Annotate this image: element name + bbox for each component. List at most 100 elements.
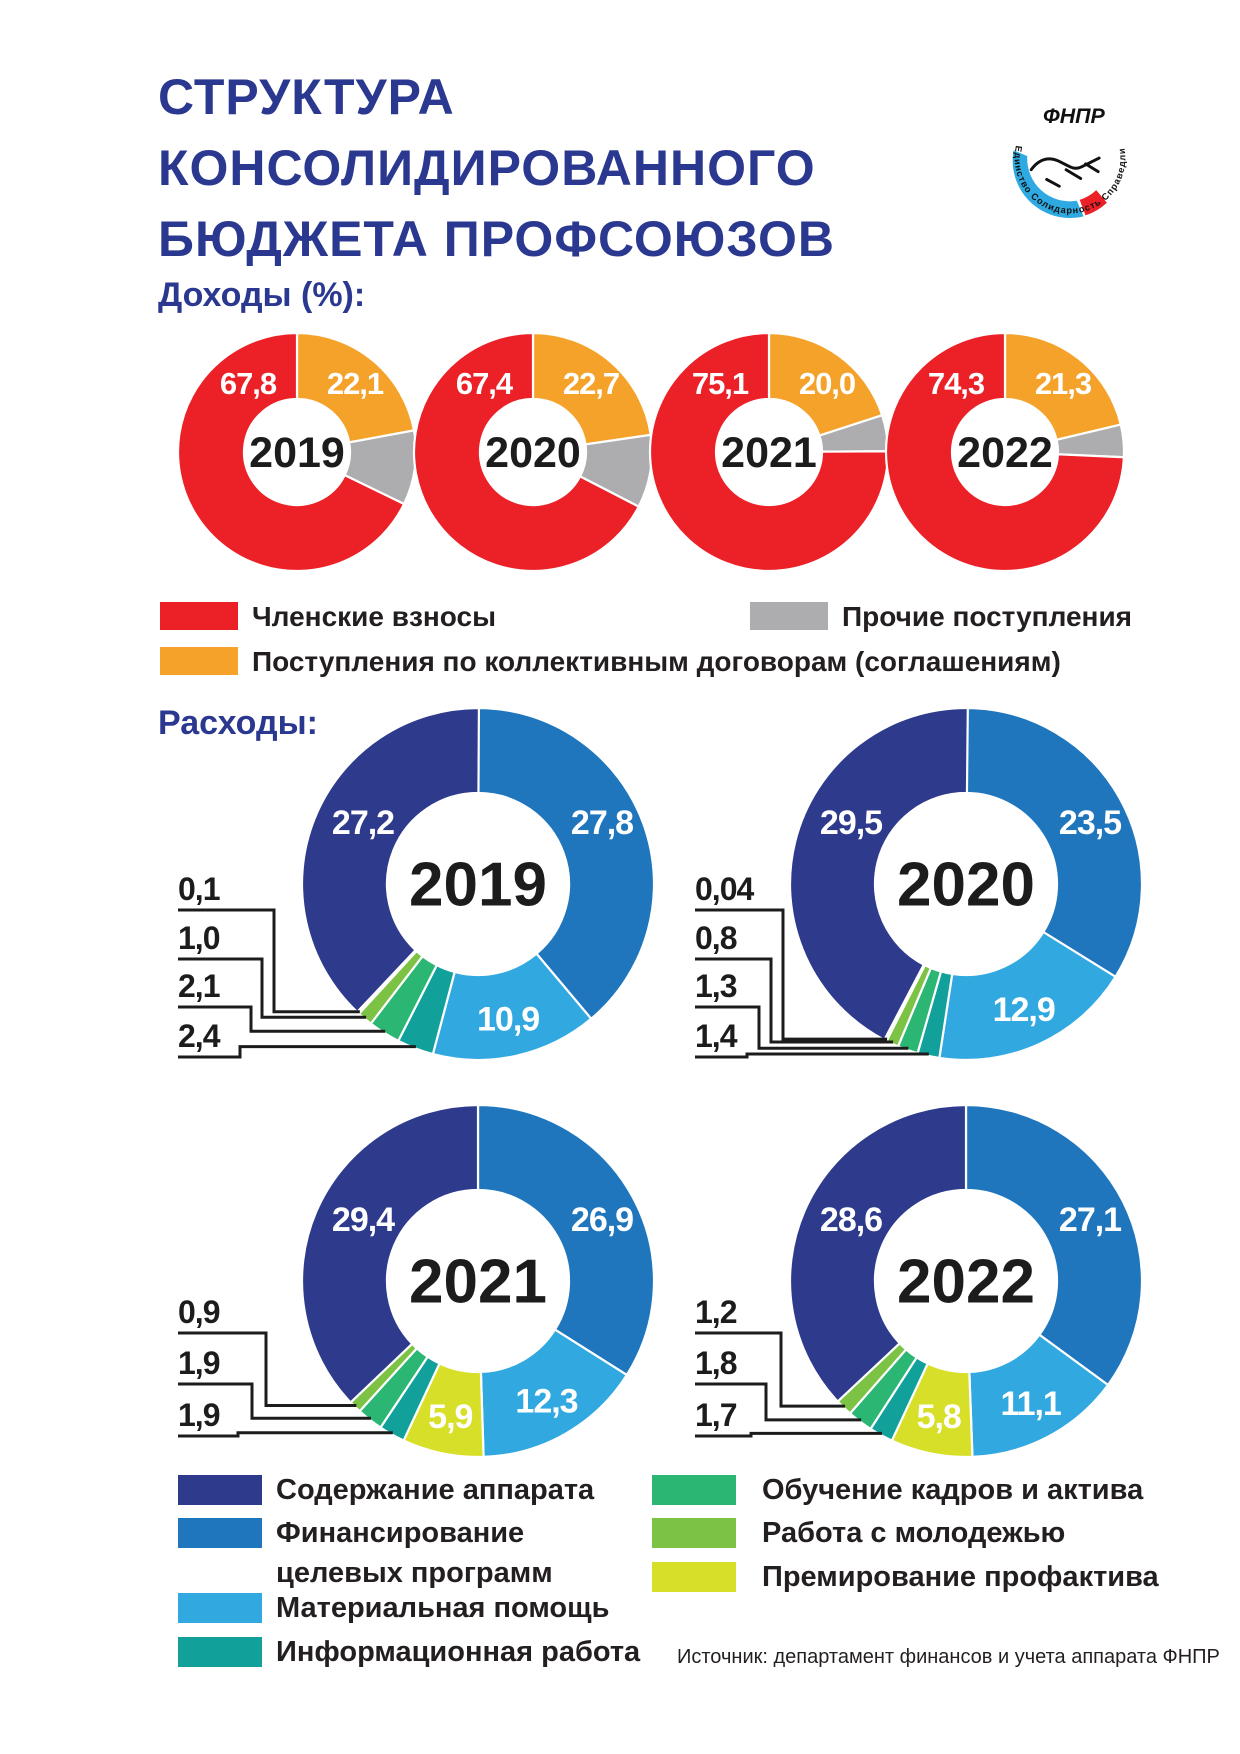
legend-label: Премирование профактива [762, 1561, 1159, 1593]
legend-item-other-income: Прочие поступления [750, 602, 1132, 632]
legend-label: Прочие поступления [842, 601, 1133, 632]
donut-slice-red [412, 331, 641, 573]
logo-swoosh-red-icon [1079, 190, 1107, 216]
legend-swatch-yellow [652, 1562, 736, 1592]
logo-swoosh-blue-icon [1012, 150, 1084, 218]
page-title-line1: СТРУКТУРА [158, 69, 455, 125]
slice-value-label: 27,8 [571, 804, 633, 842]
income-donut-2020: 22,7 67,4 2020 [412, 331, 654, 573]
year-label: 2020 [897, 851, 1035, 920]
legend-label-line1: Финансирование [276, 1517, 525, 1549]
year-label: 2022 [897, 1248, 1035, 1317]
donut-slice-orange [531, 331, 653, 446]
expense-donut-2022: 27,1 11,1 5,8 28,6 2022 1,2 1,8 1,7 [695, 1103, 1144, 1459]
slice-value-label: 22,1 [327, 366, 384, 401]
slice-value-label: 5,8 [917, 1398, 961, 1436]
legend-item-collective-agreements: Поступления по коллективным договорам (с… [160, 647, 1061, 677]
legend-swatch-teal [178, 1637, 262, 1667]
legend-label: Материальная помощь [276, 1592, 610, 1624]
legend-swatch-blue [178, 1518, 262, 1548]
legend-item-activist-bonuses: Премирование профактива [652, 1562, 1159, 1593]
callout-leader-line [695, 908, 888, 1041]
slice-value-label: 22,7 [563, 366, 619, 401]
legend-swatch-navy [178, 1475, 262, 1505]
donut-slice-orange [295, 331, 416, 444]
callout-leader-line [178, 957, 367, 1019]
year-label: 2021 [409, 1248, 547, 1317]
donut-slice-blue [476, 706, 656, 1021]
donut-slice-red [884, 331, 1126, 573]
callout-value-label: 0,8 [695, 920, 737, 956]
legend-label: Финансирование целевых программ [276, 1518, 553, 1589]
donut-slice-orange [767, 331, 884, 438]
legend-label: Содержание аппарата [276, 1474, 595, 1506]
slice-value-label: 27,2 [332, 804, 394, 842]
donut-slice-blue [964, 706, 1144, 979]
legend-label: Обучение кадров и актива [762, 1474, 1144, 1506]
legend-label: Поступления по коллективным договорам (с… [252, 646, 1061, 677]
legend-label-line2: целевых программ [276, 1557, 553, 1589]
legend-label: Работа с молодежью [762, 1517, 1066, 1549]
income-donut-2019: 22,1 67,8 2019 [176, 331, 418, 573]
legend-item-member-dues: Членские взносы [160, 602, 496, 632]
year-label: 2019 [409, 851, 547, 920]
slice-value-label: 12,9 [993, 991, 1055, 1029]
legend-item-apparatus: Содержание аппарата [178, 1475, 594, 1506]
source-note: Источник: департамент финансов и учета а… [677, 1646, 1220, 1668]
donut-slice-cyan [431, 952, 593, 1062]
slice-value-label: 12,3 [515, 1383, 577, 1421]
slice-value-label: 75,1 [692, 366, 749, 401]
slice-value-label: 74,3 [928, 366, 985, 401]
logo-fnpr-text: ФНПР [1043, 104, 1105, 128]
legend-swatch-gray [750, 602, 828, 630]
callout-leader-line [178, 1005, 386, 1033]
callout-leader-line [695, 1382, 862, 1422]
donut-slice-red [176, 331, 406, 573]
income-donut-2022: 21,3 74,3 2022 [884, 331, 1126, 573]
callout-value-label: 0,9 [178, 1294, 220, 1330]
expense-donut-2020: 23,5 12,9 29,5 2020 0,04 0,8 1,3 1,4 [695, 706, 1144, 1062]
callout-value-label: 1,7 [695, 1397, 737, 1433]
slice-value-label: 20,0 [799, 366, 855, 401]
callout-value-label: 0,1 [178, 871, 220, 907]
slice-value-label: 28,6 [820, 1201, 882, 1239]
year-label: 2019 [249, 429, 345, 477]
legend-item-target-programs: Финансирование целевых программ [178, 1518, 553, 1589]
callout-leader-line [695, 1331, 846, 1408]
callout-leader-line [178, 1331, 357, 1407]
slice-value-label: 29,5 [820, 804, 882, 842]
donut-slice-navy [300, 1103, 480, 1405]
callout-leader-line [178, 1431, 393, 1438]
donut-slice-blue [964, 1103, 1144, 1387]
legend-swatch-green [652, 1475, 736, 1505]
legend-item-material-aid: Материальная помощь [178, 1593, 609, 1624]
logo-handshake-icon [1029, 156, 1101, 188]
callout-leader-line [695, 957, 894, 1044]
year-label: 2022 [957, 429, 1053, 477]
page-title: СТРУКТУРА КОНСОЛИДИРОВАННОГО БЮДЖЕТА ПРО… [158, 62, 835, 275]
slice-value-label: 10,9 [477, 1001, 539, 1039]
legend-swatch-orange [160, 647, 238, 675]
legend-swatch-red [160, 602, 238, 630]
callout-value-label: 2,1 [178, 968, 220, 1004]
donut-slice-cyan [938, 930, 1118, 1062]
callout-leader-line [178, 1045, 416, 1059]
callout-value-label: 0,04 [695, 871, 754, 907]
slice-value-label: 67,4 [456, 366, 514, 401]
legend-item-training: Обучение кадров и актива [652, 1475, 1143, 1506]
year-label: 2021 [721, 429, 817, 477]
expense-donut-2019: 27,8 10,9 27,2 2019 0,1 1,0 2,1 2,4 [178, 706, 656, 1062]
callout-leader-line [178, 908, 360, 1014]
slice-value-label: 21,3 [1035, 366, 1092, 401]
slice-value-label: 23,5 [1059, 804, 1121, 842]
year-label: 2020 [485, 429, 581, 477]
slice-value-label: 27,1 [1059, 1201, 1121, 1239]
page-title-line3: БЮДЖЕТА ПРОФСОЮЗОВ [158, 211, 835, 267]
slice-value-label: 26,9 [571, 1201, 633, 1239]
slice-value-label: 29,4 [332, 1201, 395, 1239]
callout-leader-line [695, 1431, 882, 1438]
donut-slice-navy [788, 706, 969, 1042]
callout-value-label: 1,4 [695, 1018, 738, 1054]
fnpr-logo: ФНПР Единство Солидарность Справедливост… [1002, 92, 1126, 218]
